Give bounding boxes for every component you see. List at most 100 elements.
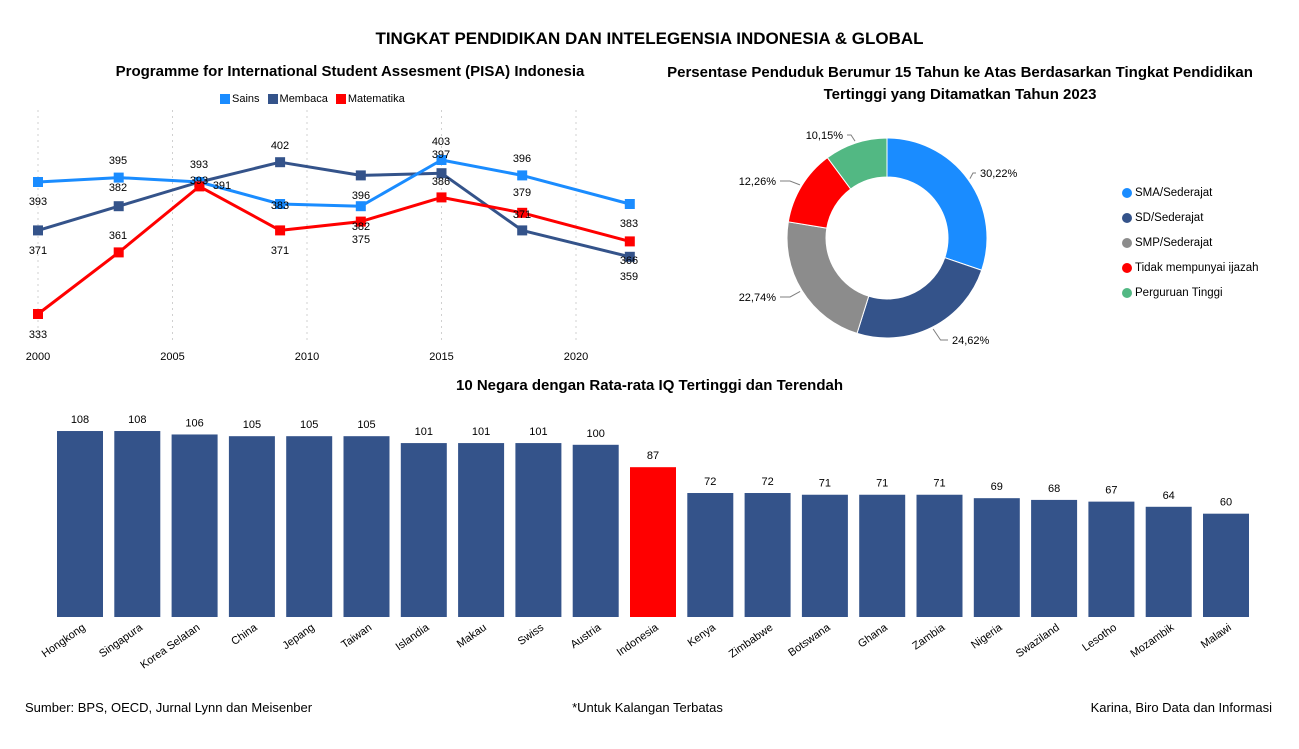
data-label-matematika: 379 [513, 187, 531, 199]
bar-value-label: 101 [472, 426, 490, 438]
bar-value-label: 71 [819, 478, 831, 490]
x-tick-label: 2005 [160, 351, 184, 363]
x-category-label: Swiss [516, 621, 547, 648]
bar-value-label: 72 [761, 476, 773, 488]
bar-lesotho [1088, 501, 1135, 617]
bar-value-label: 105 [357, 419, 375, 431]
bar-zambia [916, 494, 963, 617]
education-chart-title: Persentase Penduduk Berumur 15 Tahun ke … [640, 62, 1280, 106]
x-category-label: China [229, 621, 260, 648]
data-label-sains: 403 [432, 136, 450, 148]
bar-austria [572, 444, 619, 617]
bar-value-label: 106 [185, 417, 203, 429]
legend-item-sains: Sains [220, 93, 260, 105]
donut-slice-sd-sederajat [856, 257, 983, 339]
data-point-sains [624, 199, 635, 209]
slice-data-label: 30,22% [980, 168, 1018, 180]
data-point-matematika [113, 247, 124, 258]
bar-value-label: 71 [933, 478, 945, 490]
pisa-legend: Sains Membaca Matematika [220, 93, 405, 105]
legend-label: SMP/Sederajat [1135, 236, 1213, 249]
data-label-membaca: 371 [29, 245, 47, 257]
bar-value-label: 108 [71, 414, 89, 426]
legend-item: SMA/Sederajat [1122, 180, 1259, 205]
bar-value-label: 72 [704, 476, 716, 488]
data-point-matematika [355, 216, 366, 227]
data-point-sains [517, 170, 528, 181]
bar-jepang [286, 436, 333, 617]
data-point-matematika [194, 181, 205, 192]
data-label-matematika: 375 [352, 234, 370, 246]
data-point-matematika [517, 207, 528, 218]
data-label-sains: 393 [190, 175, 208, 187]
education-title-line-1: Persentase Penduduk Berumur 15 Tahun ke … [667, 64, 1253, 81]
legend-swatch-membaca [267, 94, 278, 104]
bar-value-label: 100 [587, 428, 605, 440]
leader-line [932, 328, 948, 341]
legend-item: Tidak mempunyai ijazah [1122, 255, 1259, 280]
data-label-membaca: 359 [620, 271, 638, 283]
footer-note-text: *Untuk Kalangan Terbatas [572, 700, 723, 715]
x-category-label: Kenya [686, 621, 719, 649]
legend-dot [1122, 212, 1132, 223]
bar-value-label: 71 [876, 478, 888, 490]
leader-line [969, 172, 976, 179]
x-category-label: Taiwan [339, 622, 374, 651]
legend-label: Perguruan Tinggi [1135, 286, 1223, 299]
footer-author: Karina, Biro Data dan Informasi [1090, 700, 1272, 715]
bar-kenya [687, 493, 734, 617]
legend-label: SMA/Sederajat [1135, 186, 1213, 199]
bar-islandia [400, 443, 447, 617]
bar-ghana [859, 494, 906, 617]
data-label-membaca: 371 [513, 209, 531, 221]
bar-value-label: 69 [991, 481, 1003, 493]
bar-taiwan [343, 436, 390, 617]
bar-value-label: 105 [300, 419, 318, 431]
bar-malawi [1203, 513, 1249, 617]
iq-bar-chart: 108 Hongkong 108 Singapura 106 Korea Selatan 1… [40, 414, 1249, 672]
series-line-sains [37, 158, 631, 208]
bar-value-label: 108 [128, 414, 146, 426]
data-label-membaca: 402 [271, 140, 289, 152]
legend-dot [1122, 262, 1132, 273]
legend-dot [1122, 287, 1132, 298]
x-category-label: Korea Selatan [138, 622, 202, 672]
bar-value-label: 64 [1163, 490, 1175, 502]
data-label-sains: 395 [109, 155, 127, 167]
bar-mozambik [1145, 506, 1192, 617]
x-tick-label: 2010 [295, 351, 319, 363]
data-point-sains [436, 155, 447, 165]
education-donut-chart: 30,22% 24,62% 22,74% 12,26% 10,15% [739, 130, 1018, 347]
x-tick-label: 2020 [564, 351, 588, 363]
x-category-label: Singapura [97, 621, 146, 660]
bar-value-label: 105 [243, 419, 261, 431]
bar-value-label: 87 [647, 450, 659, 462]
data-point-sains [275, 199, 286, 209]
data-point-membaca [113, 201, 124, 212]
leader-line [780, 180, 801, 186]
data-label-matematika: 371 [271, 245, 289, 257]
data-point-membaca [436, 168, 447, 179]
data-point-sains [355, 201, 366, 212]
legend-item: SD/Sederajat [1122, 205, 1259, 230]
x-tick-label: 2015 [429, 351, 453, 363]
data-label-matematika: 333 [29, 329, 47, 341]
slice-data-label: 22,74% [739, 292, 777, 304]
x-category-label: Malawi [1199, 622, 1234, 651]
data-label-matematika: 391 [213, 180, 231, 192]
leader-line [780, 291, 801, 298]
pisa-chart-title: Programme for International Student Asse… [115, 63, 585, 80]
x-category-label: Islandia [394, 621, 433, 653]
footer-note: *Untuk Kalangan Terbatas [0, 700, 1299, 715]
series-line-membaca [37, 160, 631, 259]
legend-swatch-sains [220, 94, 230, 104]
legend-label-membaca: Membaca [279, 93, 328, 105]
x-category-label: Hongkong [40, 622, 88, 661]
x-category-label: Ghana [856, 621, 891, 650]
data-point-membaca [33, 225, 43, 236]
bar-singapura [114, 431, 161, 617]
series-line-matematika [37, 184, 631, 316]
x-category-label: Jepang [280, 622, 316, 653]
pisa-line-chart: 2000 2005 2010 2015 202039339539338338240339… [26, 110, 638, 363]
legend-dot [1122, 187, 1132, 198]
